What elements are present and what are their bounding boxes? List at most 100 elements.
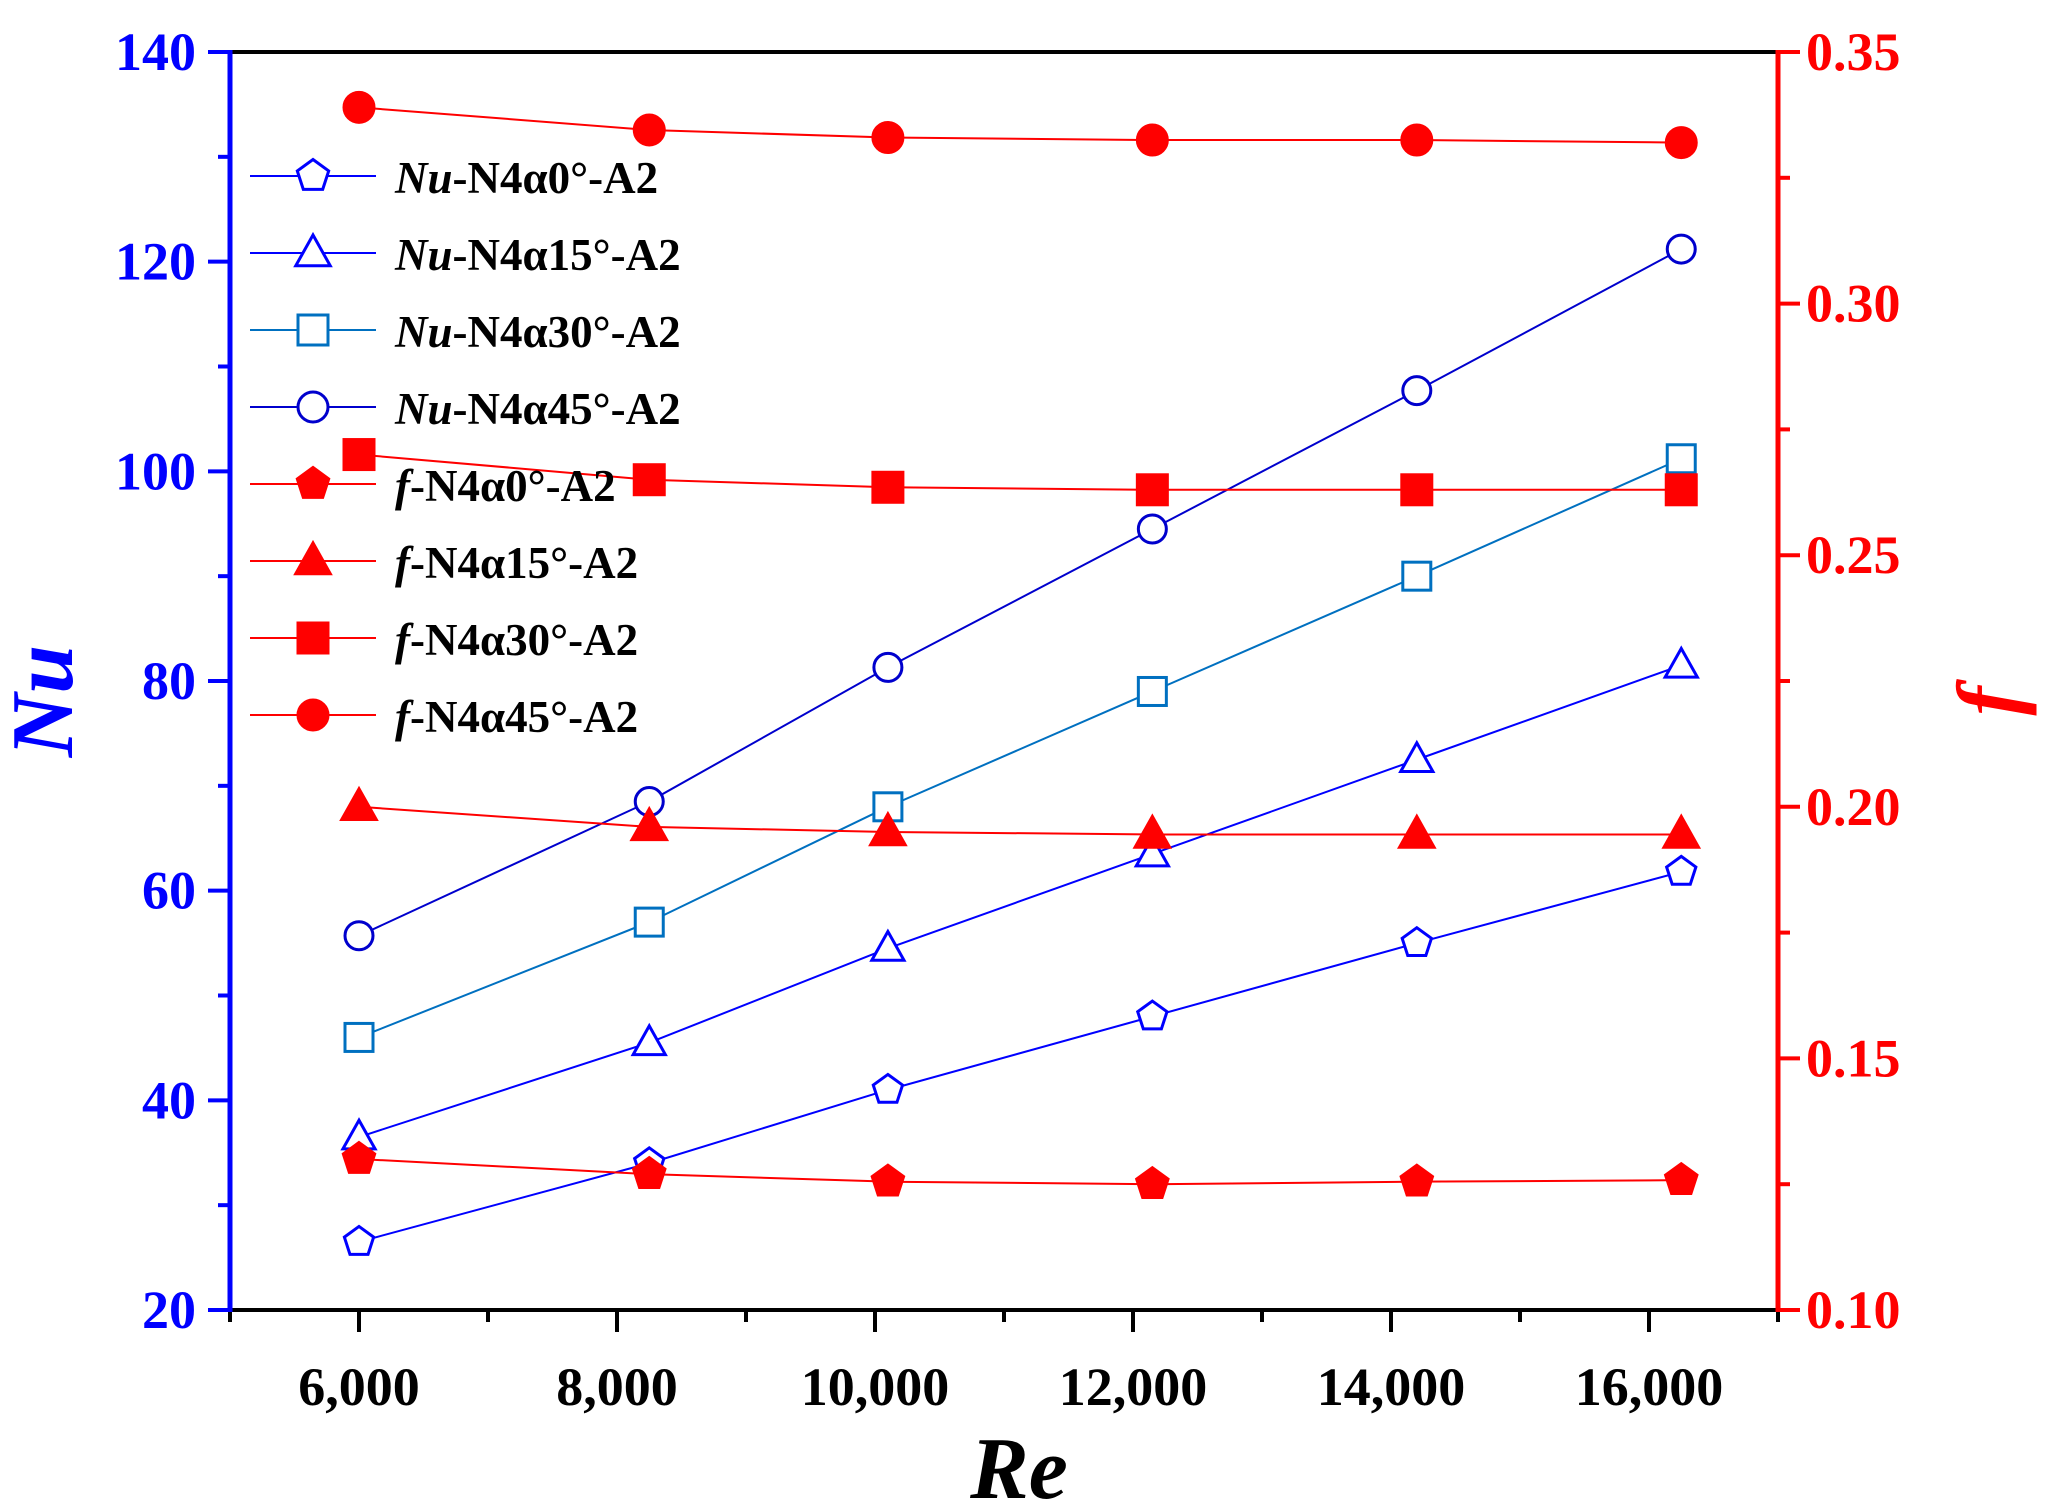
legend-item: Nu-N4α30°-A2 [250,307,681,357]
series-line [358,664,1682,1138]
data-point [1664,854,1698,886]
series-line [358,870,1682,1243]
legend-item: f-N4α15°-A2 [250,538,638,588]
data-point [1662,645,1700,679]
legend-label: Nu-N4α0°-A2 [394,153,658,203]
legend-label: Nu-N4α30°-A2 [394,307,681,357]
y-left-axis-title: Nu [0,645,92,759]
data-point [1400,473,1434,507]
data-point [631,1155,667,1189]
x-tick-label: 16,000 [1575,1357,1724,1417]
data-point [1400,123,1434,157]
y-right-tick-label: 0.30 [1806,274,1901,334]
data-point [869,928,907,962]
y-left-tick-label: 100 [115,441,196,501]
series-6 [342,438,1698,507]
data-point [633,906,665,938]
legend-label-prefix: f [395,461,414,511]
series-line [358,453,1682,491]
data-point [1396,813,1437,849]
legend-marker [293,539,333,576]
legend-label: f-N4α15°-A2 [395,538,638,588]
data-point [339,785,379,822]
data-point [1401,560,1433,592]
legend-item: f-N4α45°-A2 [250,692,638,742]
legend-item: f-N4α0°-A2 [250,461,616,511]
x-tick-label: 10,000 [801,1357,950,1417]
legend-label: f-N4α0°-A2 [395,461,616,511]
legend-item: Nu-N4α45°-A2 [250,384,681,434]
y-left-tick-label: 20 [142,1280,196,1340]
data-point [1135,999,1169,1031]
legend-label: f-N4α45°-A2 [395,692,638,742]
y-right-tick-label: 0.25 [1806,525,1901,585]
legend-marker [295,465,331,499]
legend-marker [293,231,333,268]
data-point [629,805,670,842]
plot-frame [227,50,1781,1312]
data-point [1664,126,1698,160]
x-tick-label: 12,000 [1059,1357,1208,1417]
legend-label-suffix: -N4α15°-A2 [453,230,681,280]
data-point [1664,473,1698,507]
data-point [871,121,905,155]
data-point [342,90,376,124]
y-right-tick-label: 0.15 [1806,1028,1901,1088]
legend-item: Nu-N4α15°-A2 [250,230,681,280]
data-point [342,1224,376,1256]
legend-marker [295,157,331,191]
y-right-tick-label: 0.20 [1806,777,1901,837]
data-point [341,1140,377,1174]
x-axis-title: Re [969,1421,1068,1512]
legend-label-suffix: -N4α0°-A2 [453,153,659,203]
data-point [1134,1165,1170,1200]
legend-label-prefix: Nu [394,230,453,280]
y-left-tick-label: 140 [115,22,196,82]
y-right-axis-title: f [1941,679,2038,716]
data-point [870,1163,906,1197]
data-point [1400,925,1434,958]
data-point [1399,1163,1435,1197]
data-point [632,113,666,147]
x-tick-label: 6,000 [298,1357,420,1417]
data-point [871,470,905,504]
x-tick-label: 8,000 [556,1357,678,1417]
y-left-tick-label: 60 [142,861,196,921]
series-line [358,457,1682,1039]
data-point [868,810,908,847]
legend-label-prefix: f [395,538,414,588]
data-point [1401,375,1433,407]
legend-label: Nu-N4α15°-A2 [394,230,681,280]
legend-item: Nu-N4α0°-A2 [250,153,658,203]
legend-label-suffix: -N4α30°-A2 [410,615,638,665]
y-right-tick-label: 0.35 [1806,22,1901,82]
data-point [872,651,904,683]
data-point [1665,233,1697,265]
y-left-tick-label: 120 [115,232,196,292]
x-tick-label: 14,000 [1317,1357,1466,1417]
legend-label-prefix: Nu [394,384,453,434]
series-1 [340,645,1700,1151]
legend: Nu-N4α0°-A2Nu-N4α15°-A2Nu-N4α30°-A2Nu-N4… [250,153,681,742]
legend-label-prefix: f [395,692,414,742]
legend-item: f-N4α30°-A2 [250,615,638,665]
data-point [1133,834,1172,868]
legend-label-suffix: -N4α0°-A2 [410,461,616,511]
legend-label-prefix: Nu [394,307,453,357]
y-left-tick-label: 40 [142,1070,196,1130]
data-point [1136,513,1168,545]
series-4 [341,1140,1699,1200]
legend-label-suffix: -N4α30°-A2 [453,307,681,357]
data-point [1665,443,1697,475]
legend-label-suffix: -N4α45°-A2 [453,384,681,434]
legend-label-prefix: f [395,615,414,665]
legend-label-suffix: -N4α45°-A2 [410,692,638,742]
data-point [630,1022,668,1057]
data-point [1398,739,1436,774]
data-point [1135,473,1169,507]
legend-marker [296,313,330,347]
y-right-tick-label: 0.10 [1806,1280,1901,1340]
series-line [358,106,1682,144]
data-point [871,1072,905,1104]
